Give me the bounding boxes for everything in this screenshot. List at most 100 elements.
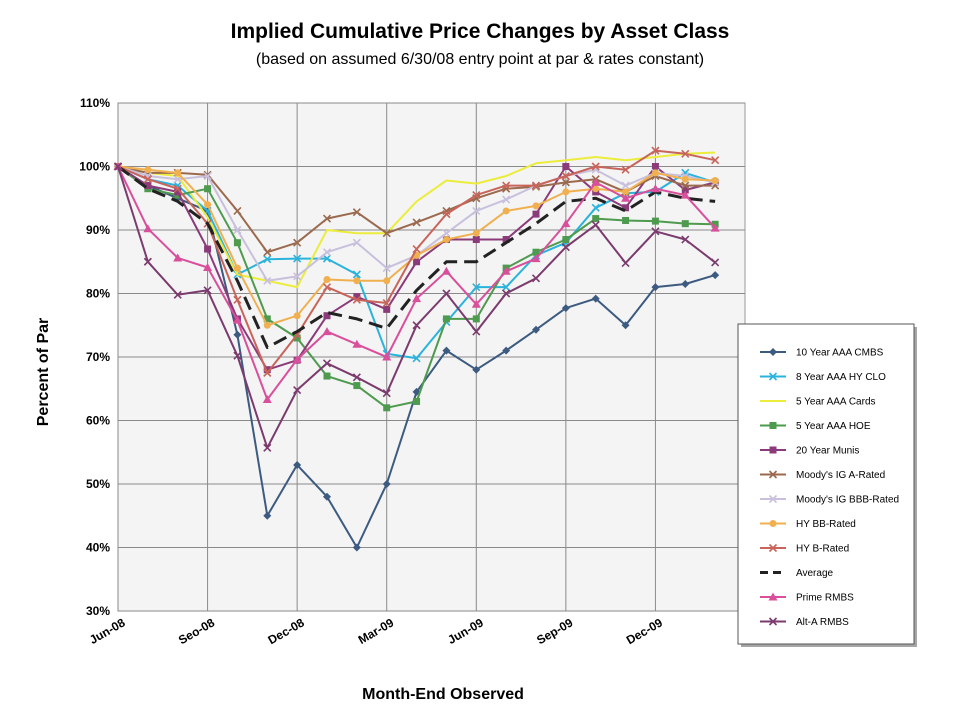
data-point (441, 266, 451, 275)
data-point (472, 229, 480, 237)
data-point (263, 248, 272, 257)
legend-item: 8 Year AAA HY CLO (760, 372, 886, 383)
data-point (711, 258, 720, 267)
data-point (471, 299, 481, 308)
data-point (292, 355, 302, 364)
data-point (293, 272, 302, 281)
legend-item: Moody's IG A-Rated (760, 470, 885, 481)
data-point (591, 220, 600, 229)
data-point (203, 262, 213, 271)
legend-label: HY BB-Rated (796, 519, 856, 530)
data-point (382, 480, 391, 488)
data-point (293, 238, 302, 247)
data-point (323, 492, 331, 501)
series-alt-a-rmbs (113, 162, 720, 452)
data-point (263, 368, 272, 377)
data-point (502, 181, 511, 190)
data-point (203, 171, 212, 181)
y-tick-label: 80% (86, 287, 110, 301)
y-tick-label: 110% (80, 96, 110, 110)
data-point (322, 327, 332, 336)
data-point (293, 385, 302, 395)
legend-label: 10 Year AAA CMBS (796, 348, 884, 359)
series-5-year-aaa-hoe (114, 163, 719, 412)
data-point (173, 290, 182, 299)
data-point (382, 389, 391, 398)
legend-label: Alt-A RMBS (796, 617, 849, 628)
data-point (322, 214, 332, 223)
data-point (204, 185, 212, 193)
legend-label: 5 Year AAA Cards (796, 397, 876, 408)
legend-marker (768, 617, 778, 626)
legend-item: Alt-A RMBS (760, 617, 849, 628)
data-point (352, 238, 361, 247)
data-point (561, 178, 570, 187)
data-point (651, 283, 660, 292)
data-point (532, 325, 540, 334)
data-point (353, 277, 361, 285)
x-tick-label: Dec-08 (266, 615, 307, 647)
data-point (352, 373, 361, 382)
data-point (174, 188, 182, 196)
data-point (591, 294, 600, 303)
data-point (323, 372, 331, 380)
data-point (502, 207, 510, 215)
series-line (117, 165, 716, 349)
data-point (382, 229, 391, 238)
series-average (117, 165, 716, 349)
data-point (592, 185, 600, 193)
data-point (591, 177, 601, 186)
x-tick-label: Jun-09 (445, 615, 486, 647)
data-point (352, 295, 361, 304)
data-point (413, 258, 421, 266)
data-point (352, 543, 361, 552)
data-point (532, 202, 540, 210)
legend-marker (768, 543, 778, 553)
data-point (621, 321, 630, 330)
data-point (233, 264, 241, 272)
data-point (681, 181, 690, 190)
data-point (173, 175, 182, 184)
data-point (681, 235, 690, 244)
data-point (383, 305, 391, 313)
series-group (113, 146, 720, 552)
data-point (113, 162, 123, 171)
x-tick-label: Mar-09 (356, 615, 397, 647)
legend-marker (768, 592, 778, 601)
data-point (323, 276, 331, 284)
data-point (322, 283, 332, 292)
data-point (472, 236, 480, 244)
data-point (472, 365, 481, 374)
data-point (143, 224, 153, 233)
y-axis-ticks: 30% 40% 50% 60% 70% 80% 90% 100% 110% (79, 96, 110, 618)
data-point (442, 210, 451, 219)
data-point (651, 163, 659, 170)
data-point (263, 366, 271, 374)
data-point (651, 146, 660, 155)
legend-item: Average (760, 568, 834, 579)
y-tick-label: 40% (86, 541, 110, 555)
legend-label: 20 Year Munis (796, 446, 859, 457)
data-point (263, 511, 272, 520)
legend-marker (769, 422, 777, 429)
data-point (591, 203, 600, 212)
legend-item: HY BB-Rated (760, 519, 856, 530)
data-point (352, 339, 362, 348)
data-point (233, 225, 242, 235)
legend-label: Moody's IG A-Rated (796, 470, 885, 481)
data-point (383, 404, 391, 412)
data-point (143, 175, 152, 184)
data-point (651, 217, 659, 225)
data-point (621, 258, 630, 268)
data-point (204, 245, 212, 253)
legend-item: 5 Year AAA HOE (760, 421, 871, 432)
data-point (173, 253, 183, 262)
data-point (262, 395, 272, 404)
legend-label: Moody's IG BBB-Rated (796, 495, 899, 506)
data-point (233, 206, 242, 216)
data-point (561, 243, 570, 252)
data-point (203, 286, 212, 295)
legend-label: Prime RMBS (796, 593, 854, 604)
y-tick-label: 70% (86, 350, 110, 364)
y-tick-label: 30% (86, 604, 110, 618)
